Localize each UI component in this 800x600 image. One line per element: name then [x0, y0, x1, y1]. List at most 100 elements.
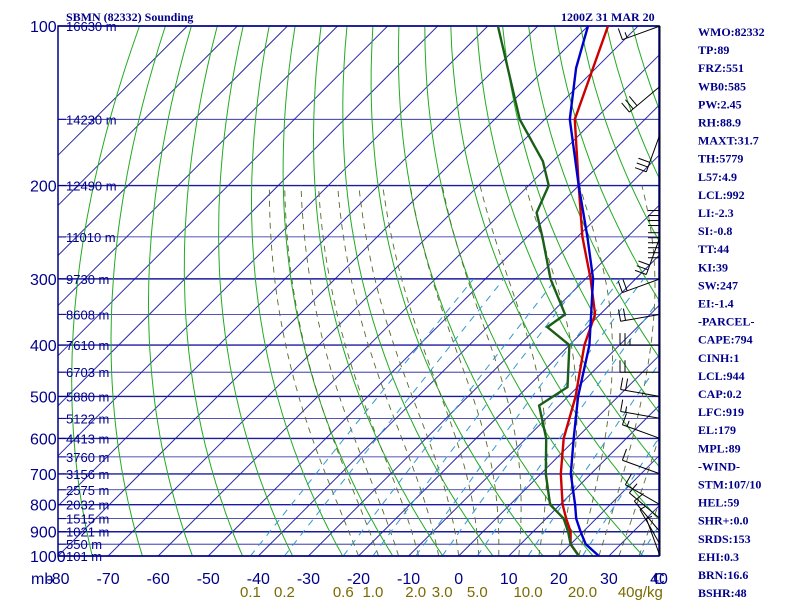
- wind-barb-flag: [638, 260, 650, 266]
- wind-barb: [621, 413, 661, 439]
- mixing-ratio-label: 10.0: [513, 584, 542, 600]
- wind-barb-staff: [620, 410, 661, 419]
- temperature-tick-label: -60: [147, 571, 170, 588]
- index-value: -WIND-: [698, 459, 740, 473]
- mixing-ratio-line: [527, 362, 659, 556]
- dry-adiabat-line: [762, 26, 800, 556]
- pressure-tick-label: 600: [30, 431, 57, 448]
- wind-barb-flag: [621, 413, 627, 425]
- temperature-tick-label: -10: [397, 571, 420, 588]
- temperature-tick-label: -40: [247, 571, 270, 588]
- index-value: MPL:89: [698, 441, 741, 455]
- wind-barb-flag: [628, 96, 638, 106]
- height-label: 14230 m: [66, 112, 117, 127]
- pressure-tick-label: 800: [30, 498, 57, 515]
- temperature-tick-label: 40: [650, 571, 668, 588]
- dry-adiabat-line: [450, 26, 659, 521]
- dry-adiabat-line: [424, 26, 644, 556]
- wind-barb-staff: [622, 459, 661, 475]
- moist-adiabat-line: [337, 185, 440, 556]
- wind-barb: [617, 25, 661, 41]
- isotherm-line: [57, 25, 188, 156]
- wind-barbs-layer: [617, 25, 661, 557]
- moist-adiabat-line: [382, 185, 480, 556]
- moist-adiabat-line: [300, 185, 400, 556]
- height-label: 5880 m: [66, 389, 109, 404]
- mixing-ratio-line: [342, 278, 557, 556]
- height-label: 2032 m: [66, 498, 109, 513]
- index-value: CAPE:794: [698, 333, 753, 347]
- isotherm-line: [107, 25, 639, 557]
- pressure-tick-label: 700: [30, 467, 57, 484]
- wind-barb-flag: [617, 28, 623, 40]
- isotherm-line: [408, 305, 660, 557]
- dry-adiabat-line: [397, 26, 594, 556]
- parcel-path-line: [568, 26, 600, 556]
- index-value: CINH:1: [698, 351, 739, 365]
- index-value: SI:-0.8: [698, 224, 732, 238]
- height-label: 16630 m: [66, 19, 117, 34]
- isotherm-line: [358, 255, 660, 557]
- isotherm-line: [257, 154, 660, 557]
- index-value: TP:89: [698, 43, 729, 57]
- wind-barb-staff: [639, 509, 661, 545]
- index-value: LCL:944: [698, 369, 745, 383]
- isotherm-line: [57, 25, 439, 407]
- wind-barb-flag: [618, 309, 622, 322]
- wind-barb-flag: [622, 308, 627, 321]
- moist-adiabat-line: [598, 185, 656, 556]
- mixing-ratio-label: 0.6: [333, 584, 354, 600]
- mixing-ratio-label: 40g/kg: [618, 584, 663, 600]
- dry-adiabat-line: [528, 26, 659, 359]
- index-value: SHR+:0.0: [698, 514, 749, 528]
- mixing-ratio-label: 20.0: [568, 584, 597, 600]
- grid-layer: [57, 25, 800, 557]
- index-value: LCL:992: [698, 188, 745, 202]
- wind-barb-staff: [645, 518, 661, 557]
- height-label: 3760 m: [66, 450, 109, 465]
- wind-barb-flag: [634, 167, 647, 173]
- isotherm-line: [308, 205, 660, 557]
- dry-adiabat-line: [342, 26, 494, 556]
- plot-frame: [57, 25, 660, 557]
- wind-barb: [618, 308, 661, 322]
- wind-barb-flag: [638, 157, 650, 163]
- mixing-ratio-label: 3.0: [432, 584, 453, 600]
- wind-barb-flag: [628, 483, 638, 494]
- index-value: HEL:59: [698, 496, 739, 510]
- wind-barb-flag: [617, 281, 623, 293]
- index-value: WMO:82332: [698, 25, 765, 39]
- dry-adiabat-line: [554, 26, 659, 302]
- dry-adiabat-line: [148, 26, 193, 556]
- index-value: WB0:585: [698, 79, 746, 93]
- wind-barb-flag: [624, 473, 632, 485]
- height-label: 11010 m: [66, 230, 116, 245]
- wind-barb: [621, 448, 661, 475]
- labels-layer: SBMN (82332) Sounding 1200Z 31 MAR 201002…: [30, 10, 668, 600]
- wind-barb: [628, 483, 661, 519]
- wind-barb-flag: [621, 448, 627, 461]
- wind-barb-staff: [620, 313, 661, 322]
- mixing-ratio-label: 0.2: [274, 584, 295, 600]
- mixing-ratio-line: [372, 278, 583, 556]
- wind-barb-halfflag: [624, 32, 628, 39]
- isotherm-line: [57, 25, 338, 306]
- moist-adiabat-line: [268, 185, 359, 556]
- dry-adiabat-line: [218, 26, 294, 556]
- dry-adiabat-line: [183, 26, 244, 556]
- wind-barb: [639, 506, 661, 545]
- wind-barb: [619, 333, 660, 346]
- wind-barb: [633, 493, 661, 533]
- wind-barb-staff: [622, 25, 661, 41]
- dry-adiabat-line: [476, 26, 659, 468]
- wind-barb: [621, 86, 661, 113]
- index-value: STM:107/10: [698, 478, 761, 492]
- dry-adiabat-line: [251, 26, 344, 556]
- temperature-tick-label: -80: [46, 571, 69, 588]
- height-label: 8608 m: [66, 307, 109, 322]
- mixing-ratio-label: 2.0: [405, 584, 426, 600]
- temperature-tick-label: 0: [454, 571, 463, 588]
- temperature-tick-label: C: [653, 571, 665, 588]
- moist-adiabat-line: [578, 185, 613, 556]
